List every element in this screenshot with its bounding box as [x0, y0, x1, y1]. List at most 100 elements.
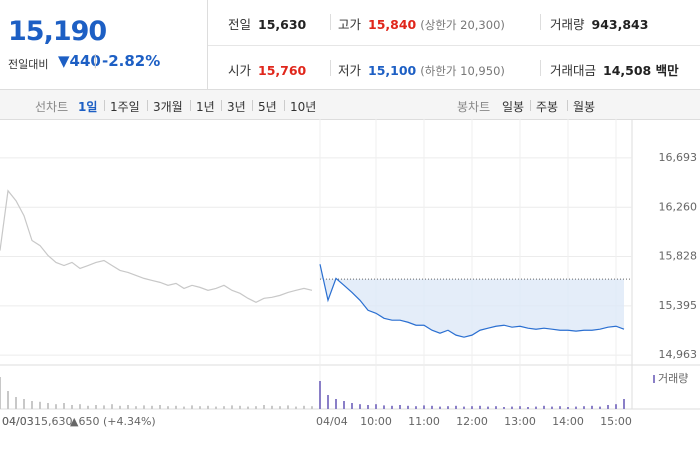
tab-group-label: 봉차트 — [457, 100, 491, 114]
volume-bar — [127, 405, 129, 409]
volume-bar — [135, 406, 137, 409]
volume-bar — [351, 403, 353, 409]
quote-cell: 거래량 943,843 — [550, 14, 648, 33]
period-tab[interactable]: 3개월 — [153, 100, 183, 114]
volume-bar — [367, 405, 369, 409]
tab-divider — [284, 100, 285, 111]
quote-cell: 전일 15,630 — [228, 14, 306, 33]
change: ▼440 — [58, 52, 101, 70]
x-tick-label: 04/04 — [316, 415, 348, 428]
change-rate: -2.82% — [102, 52, 161, 70]
volume-bar — [231, 405, 233, 409]
volume-bar — [87, 405, 89, 409]
tab-group-label: 선차트 — [35, 100, 69, 114]
volume-bar — [447, 406, 449, 409]
volume-bar — [183, 406, 185, 409]
volume-bar — [599, 406, 601, 409]
current-price: 15,190 — [8, 16, 107, 47]
volume-bar — [55, 404, 57, 409]
volume-bar — [263, 405, 265, 409]
volume-bar — [575, 406, 577, 409]
volume-bar — [415, 406, 417, 409]
volume-bar — [215, 406, 217, 409]
quote-row: 전일 15,630 고가 15,840 (상한가 20,300) 거래량 943,843 — [208, 0, 700, 44]
x-tick-label: 11:00 — [408, 415, 440, 428]
volume-bar — [487, 406, 489, 409]
quote-value: 15,760 — [258, 63, 307, 78]
chart: 14,963 15,395 15,828 16,260 16,693 04/03 04/04… — [0, 119, 700, 428]
quote-cell: 거래대금 14,508 백만 — [550, 60, 679, 79]
tab-divider — [530, 100, 531, 111]
period-tab[interactable]: 5년 — [258, 100, 277, 114]
tab-divider — [190, 100, 191, 111]
volume-bar — [167, 406, 169, 409]
period-tab[interactable]: 1년 — [196, 100, 215, 114]
volume-bar — [255, 406, 257, 409]
period-tab[interactable]: 1주일 — [110, 100, 140, 114]
quote-value: 14,508 백만 — [603, 63, 679, 78]
x-tick-label: 04/03 — [2, 415, 34, 428]
volume-bar — [623, 399, 625, 409]
volume-legend: 거래량 — [658, 372, 688, 385]
price-line — [319, 264, 625, 338]
volume-bar — [143, 405, 145, 409]
volume-bar — [31, 401, 33, 409]
volume-bar — [583, 406, 585, 409]
period-tab[interactable]: 3년 — [227, 100, 246, 114]
tab-divider — [104, 100, 105, 111]
volume-bar — [431, 405, 433, 409]
quote-label: 거래대금 — [550, 63, 597, 78]
volume-bar — [327, 395, 329, 409]
volume-bar — [607, 405, 609, 409]
volume-bar — [63, 403, 65, 409]
period-tab[interactable]: 주봉 — [536, 100, 559, 114]
volume-bar — [303, 405, 305, 409]
period-tab[interactable]: 10년 — [290, 100, 317, 114]
tab-divider — [567, 100, 568, 111]
volume-bar — [535, 406, 537, 409]
quote-table: 전일 15,630 고가 15,840 (상한가 20,300) 거래량 943,843 시가… — [208, 0, 700, 89]
tab-divider — [147, 100, 148, 111]
volume-bar — [471, 406, 473, 409]
volume-bar — [103, 405, 105, 409]
tab-divider — [221, 100, 222, 111]
y-tick-label: 15,395 — [659, 299, 698, 312]
volume-bar — [295, 406, 297, 409]
quote-cell: 고가 15,840 (상한가 20,300) — [338, 14, 505, 33]
volume-bar — [311, 406, 313, 409]
period-tab[interactable]: 1일 — [78, 100, 98, 114]
volume-bar — [519, 406, 521, 409]
quote-label: 시가 — [228, 63, 252, 78]
x-tick-label: 12:00 — [456, 415, 488, 428]
volume-bar — [399, 405, 401, 409]
volume-bar — [359, 404, 361, 409]
volume-bar — [383, 405, 385, 409]
volume-bar — [463, 406, 465, 409]
volume-bar — [199, 406, 201, 409]
quote-value: 15,100 — [368, 63, 417, 78]
volume-bar — [47, 403, 49, 409]
volume-bar — [335, 399, 337, 409]
volume-bar — [71, 405, 73, 409]
volume-bar — [439, 406, 441, 409]
y-tick-label: 16,260 — [659, 200, 698, 213]
volume-bar — [119, 405, 121, 409]
quote-label: 고가 — [338, 17, 362, 32]
volume-bar — [543, 405, 545, 409]
y-tick-label: 14,963 — [659, 348, 698, 361]
x-tick-label: 14:00 — [552, 415, 584, 428]
volume-bar — [559, 406, 561, 409]
volume-bar — [15, 397, 17, 409]
period-tab[interactable]: 일봉 — [502, 100, 525, 114]
divider — [540, 14, 541, 30]
volume-bar — [455, 405, 457, 409]
period-tab[interactable]: 월봉 — [573, 100, 596, 114]
quote-note: (하한가 10,950) — [420, 64, 505, 78]
volume-bar — [0, 377, 1, 409]
volume-bar — [503, 407, 505, 409]
x-tick-label: 15:00 — [600, 415, 632, 428]
volume-bar — [423, 405, 425, 409]
volume-bar — [111, 404, 113, 409]
volume-bar — [79, 404, 81, 409]
